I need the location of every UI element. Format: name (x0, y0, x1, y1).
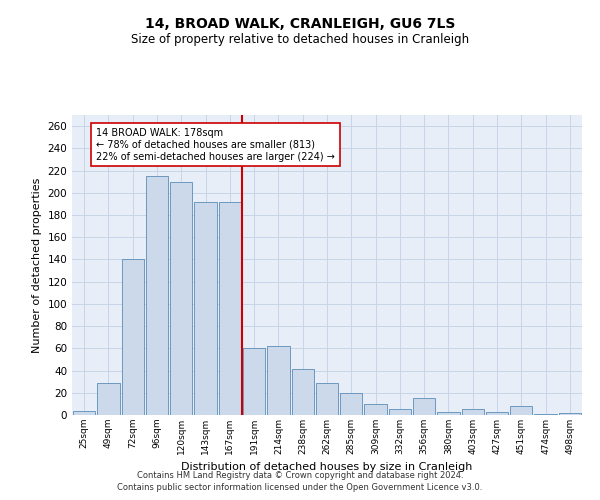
Bar (340, 393, 362, 415)
Bar (461, 410, 484, 415)
Bar (413, 398, 436, 415)
Bar (364, 404, 387, 415)
Text: Size of property relative to detached houses in Cranleigh: Size of property relative to detached ho… (131, 32, 469, 46)
Bar (267, 346, 290, 415)
Text: 14 BROAD WALK: 178sqm
← 78% of detached houses are smaller (813)
22% of semi-det: 14 BROAD WALK: 178sqm ← 78% of detached … (96, 128, 335, 162)
Bar (243, 348, 265, 415)
Bar (292, 370, 314, 415)
Bar (510, 406, 532, 415)
Bar (194, 202, 217, 415)
Text: Contains HM Land Registry data © Crown copyright and database right 2024.: Contains HM Land Registry data © Crown c… (137, 470, 463, 480)
Bar (316, 383, 338, 415)
Bar (218, 202, 241, 415)
Text: 14, BROAD WALK, CRANLEIGH, GU6 7LS: 14, BROAD WALK, CRANLEIGH, GU6 7LS (145, 18, 455, 32)
Text: Contains public sector information licensed under the Open Government Licence v3: Contains public sector information licen… (118, 483, 482, 492)
Bar (389, 410, 411, 415)
Bar (535, 414, 557, 415)
Y-axis label: Number of detached properties: Number of detached properties (32, 178, 42, 352)
Bar (97, 383, 119, 415)
Bar (437, 412, 460, 415)
X-axis label: Distribution of detached houses by size in Cranleigh: Distribution of detached houses by size … (181, 462, 473, 472)
Bar (486, 412, 508, 415)
Bar (170, 182, 193, 415)
Bar (146, 176, 168, 415)
Bar (559, 413, 581, 415)
Bar (73, 410, 95, 415)
Bar (122, 260, 144, 415)
